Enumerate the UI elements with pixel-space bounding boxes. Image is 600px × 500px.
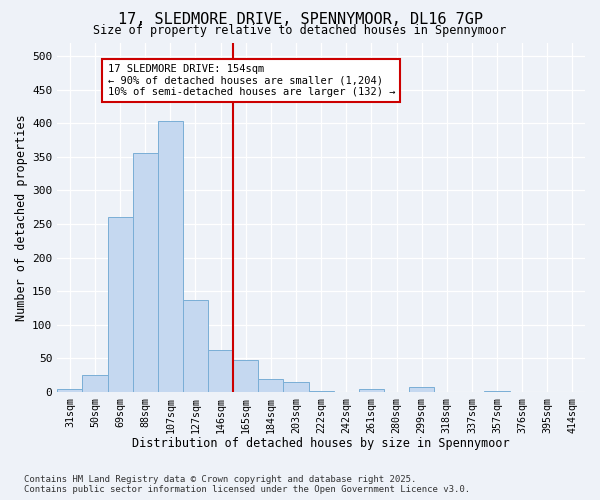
- Bar: [107, 217, 133, 392]
- Bar: [82, 375, 107, 392]
- Text: Contains HM Land Registry data © Crown copyright and database right 2025.
Contai: Contains HM Land Registry data © Crown c…: [24, 474, 470, 494]
- Bar: [283, 382, 308, 392]
- Bar: [409, 388, 434, 392]
- Y-axis label: Number of detached properties: Number of detached properties: [15, 114, 28, 320]
- Text: Size of property relative to detached houses in Spennymoor: Size of property relative to detached ho…: [94, 24, 506, 37]
- Bar: [158, 121, 183, 392]
- Text: 17, SLEDMORE DRIVE, SPENNYMOOR, DL16 7GP: 17, SLEDMORE DRIVE, SPENNYMOOR, DL16 7GP: [118, 12, 482, 28]
- Text: 17 SLEDMORE DRIVE: 154sqm
← 90% of detached houses are smaller (1,204)
10% of se: 17 SLEDMORE DRIVE: 154sqm ← 90% of detac…: [107, 64, 395, 97]
- Bar: [183, 300, 208, 392]
- Bar: [359, 390, 384, 392]
- Bar: [308, 390, 334, 392]
- Bar: [208, 350, 233, 392]
- Bar: [233, 360, 259, 392]
- X-axis label: Distribution of detached houses by size in Spennymoor: Distribution of detached houses by size …: [133, 437, 510, 450]
- Bar: [57, 388, 82, 392]
- Bar: [133, 154, 158, 392]
- Bar: [259, 378, 283, 392]
